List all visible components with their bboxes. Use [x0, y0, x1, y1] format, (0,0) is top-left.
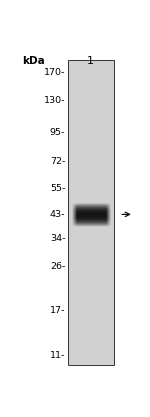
Text: 26-: 26-	[50, 262, 65, 271]
Text: 95-: 95-	[50, 128, 65, 137]
Text: 11-: 11-	[50, 351, 65, 359]
Text: 34-: 34-	[50, 234, 65, 243]
Text: 17-: 17-	[50, 306, 65, 315]
Text: 170-: 170-	[44, 68, 65, 77]
Bar	[68, 60, 114, 365]
Text: 130-: 130-	[44, 96, 65, 105]
Text: 43-: 43-	[50, 210, 65, 219]
Text: 55-: 55-	[50, 184, 65, 193]
Text: 1: 1	[87, 56, 94, 66]
Text: kDa: kDa	[22, 56, 45, 66]
Text: 72-: 72-	[50, 157, 65, 166]
